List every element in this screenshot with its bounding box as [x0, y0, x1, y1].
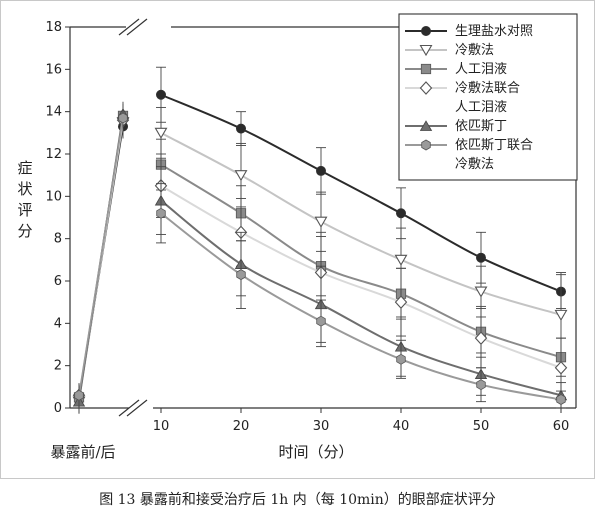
- series-line: [160, 184, 562, 369]
- y-axis-label-char: 症: [17, 159, 32, 177]
- x-tick-label: 50: [473, 419, 490, 434]
- data-point: [74, 389, 84, 401]
- data-point: [155, 89, 166, 100]
- data-point: [156, 207, 166, 219]
- legend-label: 冷敷法: [455, 43, 494, 58]
- series-line: [160, 131, 562, 316]
- series-line: [160, 93, 562, 293]
- x-tick-label: 10: [153, 419, 170, 434]
- legend-label: 冷敷法联合: [455, 81, 520, 96]
- legend-item: 依匹斯丁: [405, 119, 507, 134]
- figure-frame: 0 2 4 6 8 10 12 14 16 18 10 20 30 40 50 60 生理盐水对照 冷敷法 人工泪…: [0, 0, 595, 479]
- y-tick-label: 14: [45, 105, 62, 120]
- y-tick-label: 4: [54, 316, 62, 331]
- data-point: [396, 353, 406, 365]
- axis-break-mark: [118, 399, 140, 417]
- series-line: [160, 212, 562, 401]
- data-point: [475, 252, 486, 263]
- x-axis-label: 时间（分）: [278, 443, 353, 461]
- data-point: [554, 309, 568, 321]
- y-axis-label-char: 评: [17, 201, 32, 219]
- y-tick-label: 2: [54, 359, 62, 374]
- legend-item: 人工泪液: [405, 62, 507, 77]
- axis-break-mark: [126, 399, 148, 417]
- legend-marker: [419, 81, 433, 95]
- y-tick-label: 10: [45, 189, 62, 204]
- y-tick-label: 8: [54, 232, 62, 247]
- data-point: [118, 112, 128, 124]
- series-line: [160, 163, 562, 359]
- legend-box: [398, 13, 578, 181]
- x-tick-label: 60: [553, 419, 570, 434]
- y-tick-label: 6: [54, 274, 62, 289]
- data-point: [235, 123, 246, 134]
- y-tick-label: 12: [45, 147, 62, 162]
- axis-break-mark: [118, 18, 140, 36]
- legend-label: 依匹斯丁: [455, 119, 507, 134]
- legend-label: 生理盐水对照: [455, 24, 533, 39]
- legend-item: 生理盐水对照: [405, 24, 533, 39]
- series-layer: [72, 66, 568, 414]
- data-point: [314, 216, 328, 228]
- data-point: [315, 165, 326, 176]
- legend-marker: [421, 139, 431, 151]
- data-point: [316, 315, 326, 327]
- pre-post-label: 暴露前/后: [50, 443, 115, 461]
- y-axis-label-char: 分: [17, 222, 32, 240]
- data-point: [154, 127, 168, 139]
- series-5: [74, 106, 566, 409]
- data-point: [234, 170, 248, 182]
- y-axis-label-char: 状: [17, 180, 32, 198]
- legend-marker: [420, 25, 431, 36]
- figure-caption: 图 13 暴露前和接受治疗后 1h 内（每 10min）的眼部症状评分: [99, 492, 496, 508]
- data-point: [556, 394, 566, 405]
- data-point: [474, 286, 488, 298]
- pre-post-line: [78, 117, 124, 396]
- x-tick-label: 40: [393, 419, 410, 434]
- data-point: [474, 331, 488, 345]
- data-point: [394, 254, 408, 266]
- legend-label: 依匹斯丁联合: [455, 138, 533, 153]
- y-tick-label: 18: [45, 20, 62, 35]
- legend-marker: [420, 63, 432, 75]
- data-point: [395, 208, 406, 219]
- legend-label: 冷敷法: [455, 157, 494, 172]
- data-point: [236, 269, 246, 281]
- legend-label: 人工泪液: [455, 100, 507, 115]
- data-point: [394, 295, 408, 309]
- axis-break-mark: [126, 18, 148, 36]
- series-line: [160, 199, 562, 397]
- data-point: [554, 360, 568, 375]
- legend-marker: [419, 44, 433, 57]
- y-axis-label: 症状评分: [17, 159, 32, 240]
- data-point: [476, 379, 486, 391]
- y-tick-label: 16: [45, 62, 62, 77]
- legend-label: 人工泪液: [455, 62, 507, 77]
- x-tick-label: 20: [233, 419, 250, 434]
- legend-marker: [419, 120, 433, 131]
- y-tick-label: 0: [54, 401, 62, 416]
- legend-item: 冷敷法: [405, 43, 494, 58]
- x-tick-label: 30: [313, 419, 330, 434]
